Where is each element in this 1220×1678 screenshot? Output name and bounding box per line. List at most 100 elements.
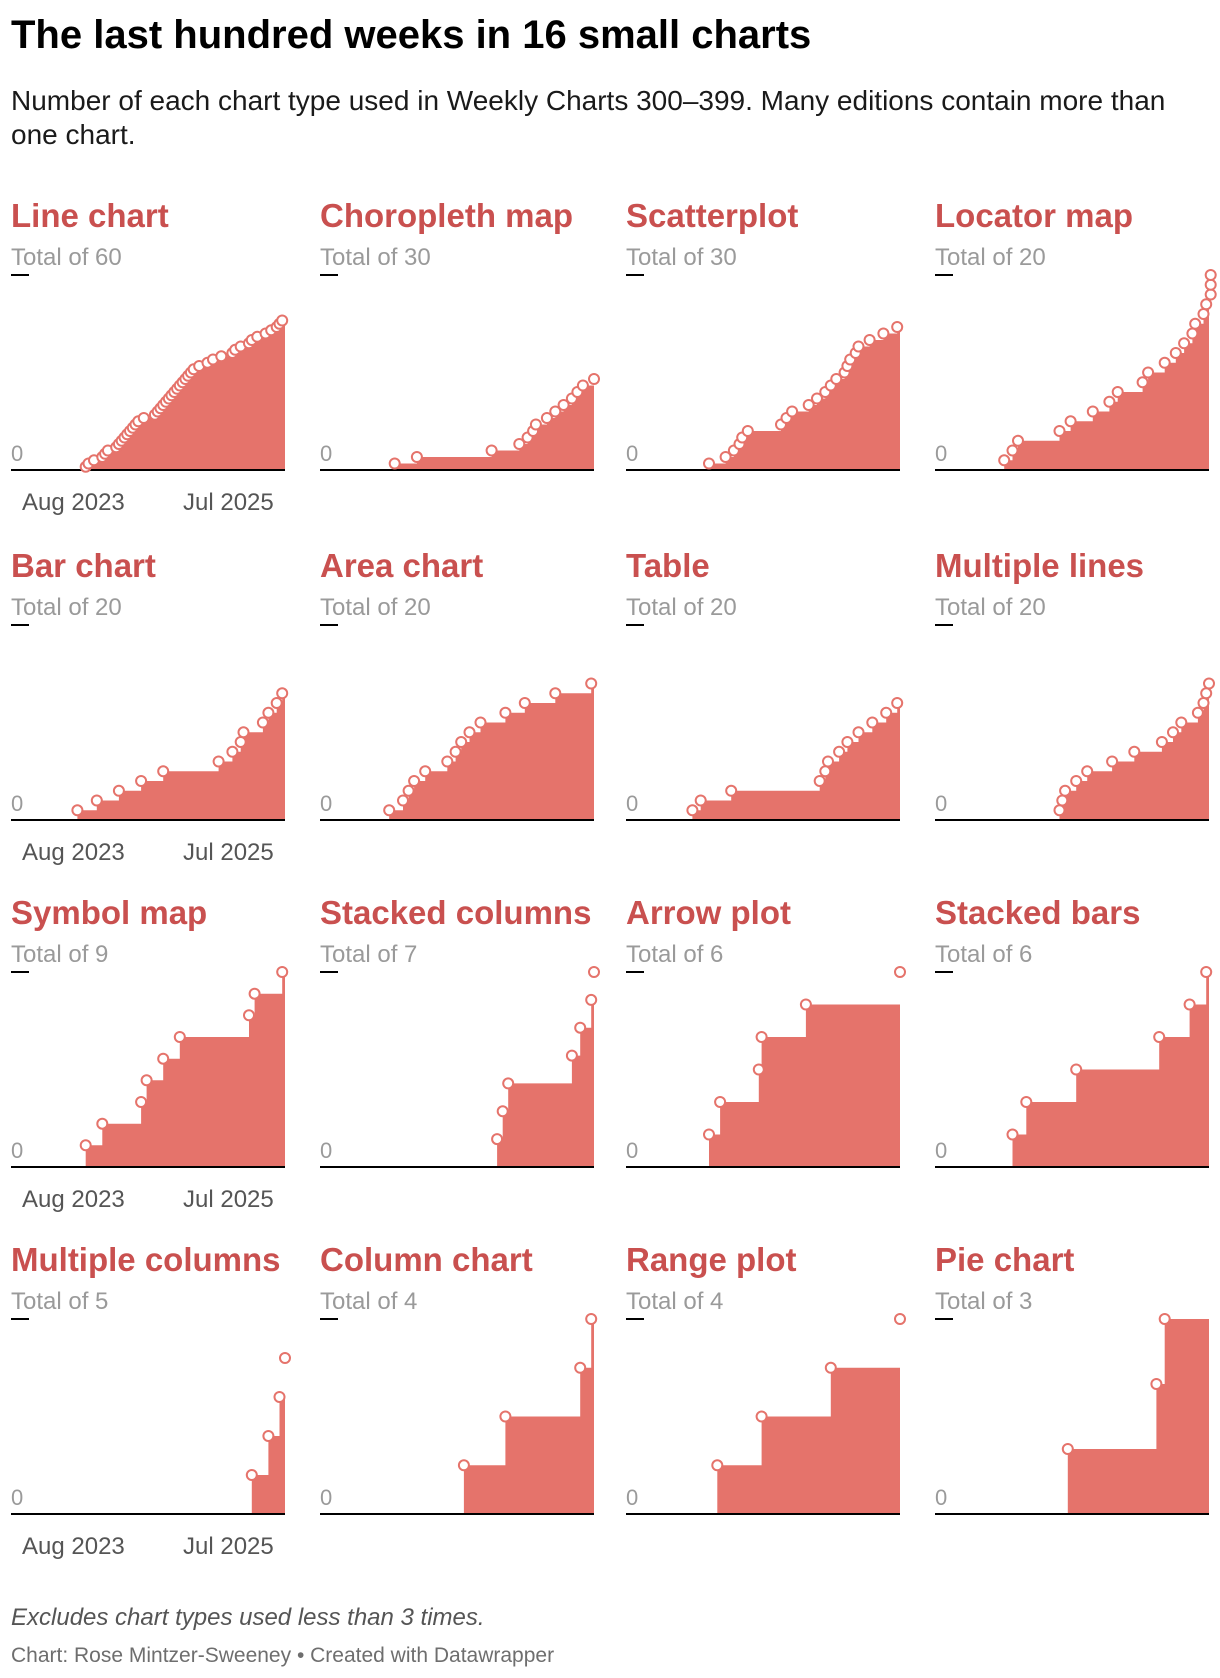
marker-area-chart xyxy=(419,765,432,778)
zero-label-arrow-plot: 0 xyxy=(626,1138,638,1163)
marker-table xyxy=(852,726,865,739)
panel-total-multiple-lines: Total of 20 xyxy=(935,594,1046,621)
panel-title-pie-chart: Pie chart xyxy=(935,1241,1075,1278)
area-arrow-plot xyxy=(709,972,900,1167)
marker-table xyxy=(891,697,904,709)
marker-table xyxy=(813,775,826,787)
area-multiple-lines xyxy=(1059,683,1209,820)
x-tick-label-bar-chart: Aug 2023 xyxy=(22,839,125,866)
marker-multiple-lines xyxy=(1070,775,1083,787)
marker-arrow-plot xyxy=(755,1031,768,1043)
panel-title-locator-map: Locator map xyxy=(935,197,1134,234)
marker-stacked-columns xyxy=(502,1077,515,1090)
marker-choropleth-map xyxy=(485,444,498,457)
marker-locator-map xyxy=(1186,327,1199,340)
panel-title-line-chart: Line chart xyxy=(11,197,169,234)
marker-locator-map xyxy=(998,454,1011,467)
marker-choropleth-map xyxy=(549,405,562,418)
marker-area-chart xyxy=(463,726,476,739)
area-pie-chart xyxy=(1067,1319,1209,1514)
marker-locator-map xyxy=(1142,366,1155,379)
marker-multiple-lines xyxy=(1056,794,1069,807)
marker-area-chart xyxy=(402,784,415,797)
marker-locator-map xyxy=(1189,317,1202,330)
marker-symbol-map xyxy=(79,1139,92,1152)
marker-stacked-bars xyxy=(1006,1128,1019,1141)
marker-locator-map xyxy=(1200,298,1213,311)
marker-table xyxy=(819,765,832,778)
marker-multiple-lines xyxy=(1203,677,1215,690)
panel-total-multiple-columns: Total of 5 xyxy=(11,1288,109,1315)
area-choropleth-map xyxy=(394,379,594,470)
zero-label-pie-chart: 0 xyxy=(935,1485,947,1510)
marker-table xyxy=(866,716,879,729)
chart-credit: Chart: Rose Mintzer-Sweeney • Created wi… xyxy=(11,1644,555,1667)
panel-total-column-chart: Total of 4 xyxy=(320,1288,418,1315)
marker-area-chart xyxy=(549,687,562,700)
panel-total-symbol-map: Total of 9 xyxy=(11,941,109,968)
marker-pie-chart xyxy=(1061,1443,1074,1455)
marker-range-plot xyxy=(711,1459,724,1472)
marker-arrow-plot xyxy=(752,1063,765,1076)
panel-total-stacked-columns: Total of 7 xyxy=(320,941,418,968)
panel-title-range-plot: Range plot xyxy=(626,1241,797,1278)
panel-total-pie-chart: Total of 3 xyxy=(935,1288,1033,1315)
marker-area-chart xyxy=(408,775,421,787)
marker-locator-map xyxy=(1053,425,1066,437)
marker-multiple-lines xyxy=(1053,804,1066,817)
marker-multiple-lines xyxy=(1175,716,1188,729)
marker-bar-chart xyxy=(112,784,125,797)
zero-label-stacked-bars: 0 xyxy=(935,1138,947,1163)
marker-stacked-columns xyxy=(496,1105,509,1118)
marker-table xyxy=(833,745,846,758)
marker-line-chart xyxy=(276,314,289,327)
panel-total-bar-chart: Total of 20 xyxy=(11,594,122,621)
marker-choropleth-map xyxy=(388,457,401,470)
marker-area-chart xyxy=(474,716,487,729)
marker-line-chart xyxy=(215,350,228,363)
marker-bar-chart xyxy=(234,736,247,748)
marker-range-plot xyxy=(824,1361,837,1374)
marker-bar-chart xyxy=(226,745,239,758)
marker-bar-chart xyxy=(237,726,250,739)
marker-locator-map xyxy=(1204,278,1217,291)
marker-bar-chart xyxy=(157,765,170,778)
panel-title-arrow-plot: Arrow plot xyxy=(626,894,791,931)
marker-multiple-columns xyxy=(262,1430,275,1442)
marker-symbol-map xyxy=(248,987,261,1000)
marker-locator-map xyxy=(1178,337,1191,350)
marker-symbol-map xyxy=(140,1074,153,1087)
panel-title-stacked-columns: Stacked columns xyxy=(320,894,592,931)
panel-total-arrow-plot: Total of 6 xyxy=(626,941,724,968)
zero-label-symbol-map: 0 xyxy=(11,1138,23,1163)
marker-column-chart xyxy=(585,1313,598,1325)
panel-title-choropleth-map: Choropleth map xyxy=(320,197,573,234)
marker-multiple-lines xyxy=(1167,726,1179,739)
panel-total-scatterplot: Total of 30 xyxy=(626,244,737,271)
marker-scatterplot xyxy=(703,457,715,470)
marker-bar-chart xyxy=(212,755,225,768)
marker-locator-map xyxy=(1158,356,1171,369)
marker-area-chart xyxy=(397,794,409,807)
marker-multiple-lines xyxy=(1128,745,1141,758)
panel-title-multiple-columns: Multiple columns xyxy=(11,1241,281,1278)
marker-arrow-plot xyxy=(894,966,906,978)
marker-symbol-map xyxy=(243,1009,255,1022)
area-range-plot xyxy=(717,1319,900,1514)
marker-locator-map xyxy=(1169,347,1182,359)
panel-total-choropleth-map: Total of 30 xyxy=(320,244,431,271)
marker-range-plot xyxy=(894,1313,906,1325)
marker-stacked-columns xyxy=(491,1133,504,1146)
marker-locator-map xyxy=(1197,308,1210,320)
marker-stacked-columns xyxy=(588,966,600,978)
zero-label-range-plot: 0 xyxy=(626,1485,638,1510)
panel-total-table: Total of 20 xyxy=(626,594,737,621)
panel-total-locator-map: Total of 20 xyxy=(935,244,1046,271)
marker-area-chart xyxy=(449,745,462,758)
marker-table xyxy=(694,794,707,807)
marker-symbol-map xyxy=(157,1052,170,1065)
marker-multiple-columns xyxy=(245,1469,258,1481)
marker-pie-chart xyxy=(1158,1313,1171,1325)
marker-arrow-plot xyxy=(799,998,812,1011)
zero-label-column-chart: 0 xyxy=(320,1485,332,1510)
